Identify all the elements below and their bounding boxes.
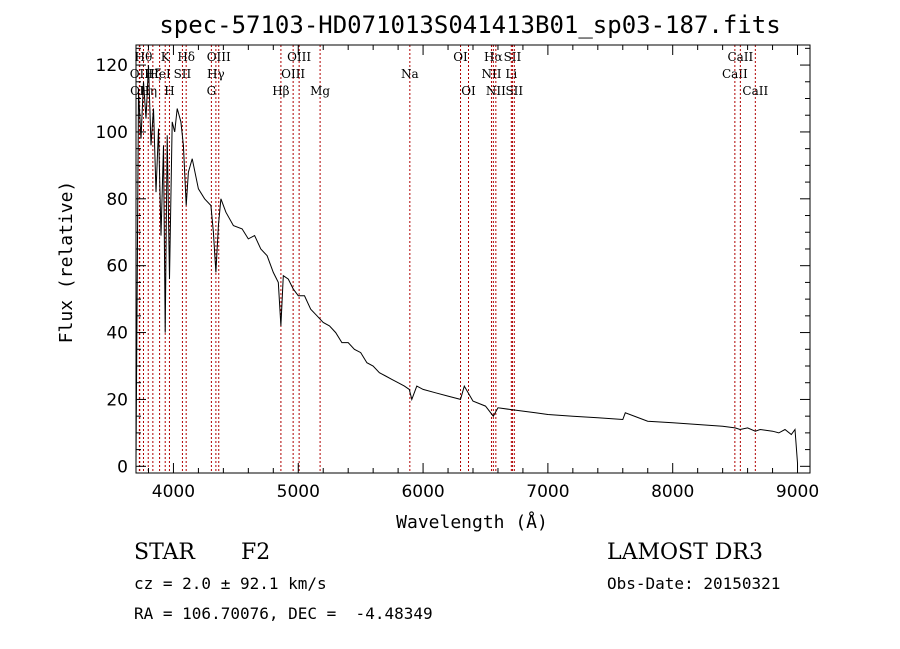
line-marker-label: OI <box>453 50 468 64</box>
line-marker-label: Hβ <box>272 84 289 98</box>
line-marker-label: HeI <box>148 67 171 81</box>
line-marker-label: Hθ <box>135 50 153 64</box>
line-marker-label: K <box>161 50 171 64</box>
y-tick-label: 100 <box>96 123 128 143</box>
line-marker-label: SII <box>505 84 523 98</box>
y-tick-label: 80 <box>106 190 128 210</box>
line-marker-label: SII <box>174 67 192 81</box>
line-marker-label: OI <box>461 84 476 98</box>
x-tick-label: 4000 <box>152 482 195 502</box>
x-axis-label: Wavelength (Å) <box>396 511 548 533</box>
line-marker-label: G <box>207 84 217 98</box>
line-marker-label: NII <box>481 67 501 81</box>
line-marker-label: Hγ <box>207 67 225 81</box>
y-axis-label: Flux (relative) <box>56 181 77 344</box>
y-tick-label: 40 <box>106 324 128 344</box>
line-marker-label: OIII <box>207 50 231 64</box>
axis-ticks: 4000 5000 6000 7000 8000 9000 0 20 40 60 80 100 120 <box>96 45 819 502</box>
flux-series-line <box>135 65 798 464</box>
y-tick-label: 120 <box>96 56 128 76</box>
x-tick-label: 8000 <box>651 482 694 502</box>
line-markers: OIIOIIHθHηHζHeIKHSIIHδGHγOIIIHβOIIIOIIIM… <box>130 45 768 473</box>
plot-frame <box>135 44 811 474</box>
y-tick-label: 0 <box>117 457 128 477</box>
survey-name: LAMOST DR3 <box>607 540 763 565</box>
chart-title: spec-57103-HD071013S041413B01_sp03-187.f… <box>159 11 780 39</box>
y-tick-label: 20 <box>106 390 128 410</box>
coordinates: RA = 106.70076, DEC = -4.48349 <box>134 604 433 623</box>
redshift-readout: cz = 2.0 ± 92.1 km/s <box>134 574 327 593</box>
line-marker-label: OIII <box>281 67 305 81</box>
line-marker-label: CaII <box>742 84 768 98</box>
line-marker-label: SII <box>504 50 522 64</box>
line-marker-label: H <box>164 84 174 98</box>
line-marker-label: Hδ <box>177 50 195 64</box>
line-marker-label: CaII <box>722 67 748 81</box>
x-tick-label: 9000 <box>776 482 819 502</box>
x-tick-label: 6000 <box>401 482 444 502</box>
line-marker-label: CaII <box>727 50 753 64</box>
line-marker-label: Li <box>505 67 517 81</box>
line-marker-label: Hα <box>484 50 503 64</box>
object-subclass: F2 <box>241 540 271 565</box>
obs-date: Obs-Date: 20150321 <box>607 574 781 593</box>
y-tick-label: 60 <box>106 257 128 277</box>
line-marker-label: Hη <box>139 84 157 98</box>
line-marker-label: Na <box>401 67 419 81</box>
line-marker-label: NII <box>486 84 506 98</box>
object-class: STAR <box>134 540 195 565</box>
line-marker-label: OIII <box>287 50 311 64</box>
x-tick-label: 7000 <box>526 482 569 502</box>
line-marker-label: Mg <box>310 84 330 98</box>
x-tick-label: 5000 <box>277 482 320 502</box>
